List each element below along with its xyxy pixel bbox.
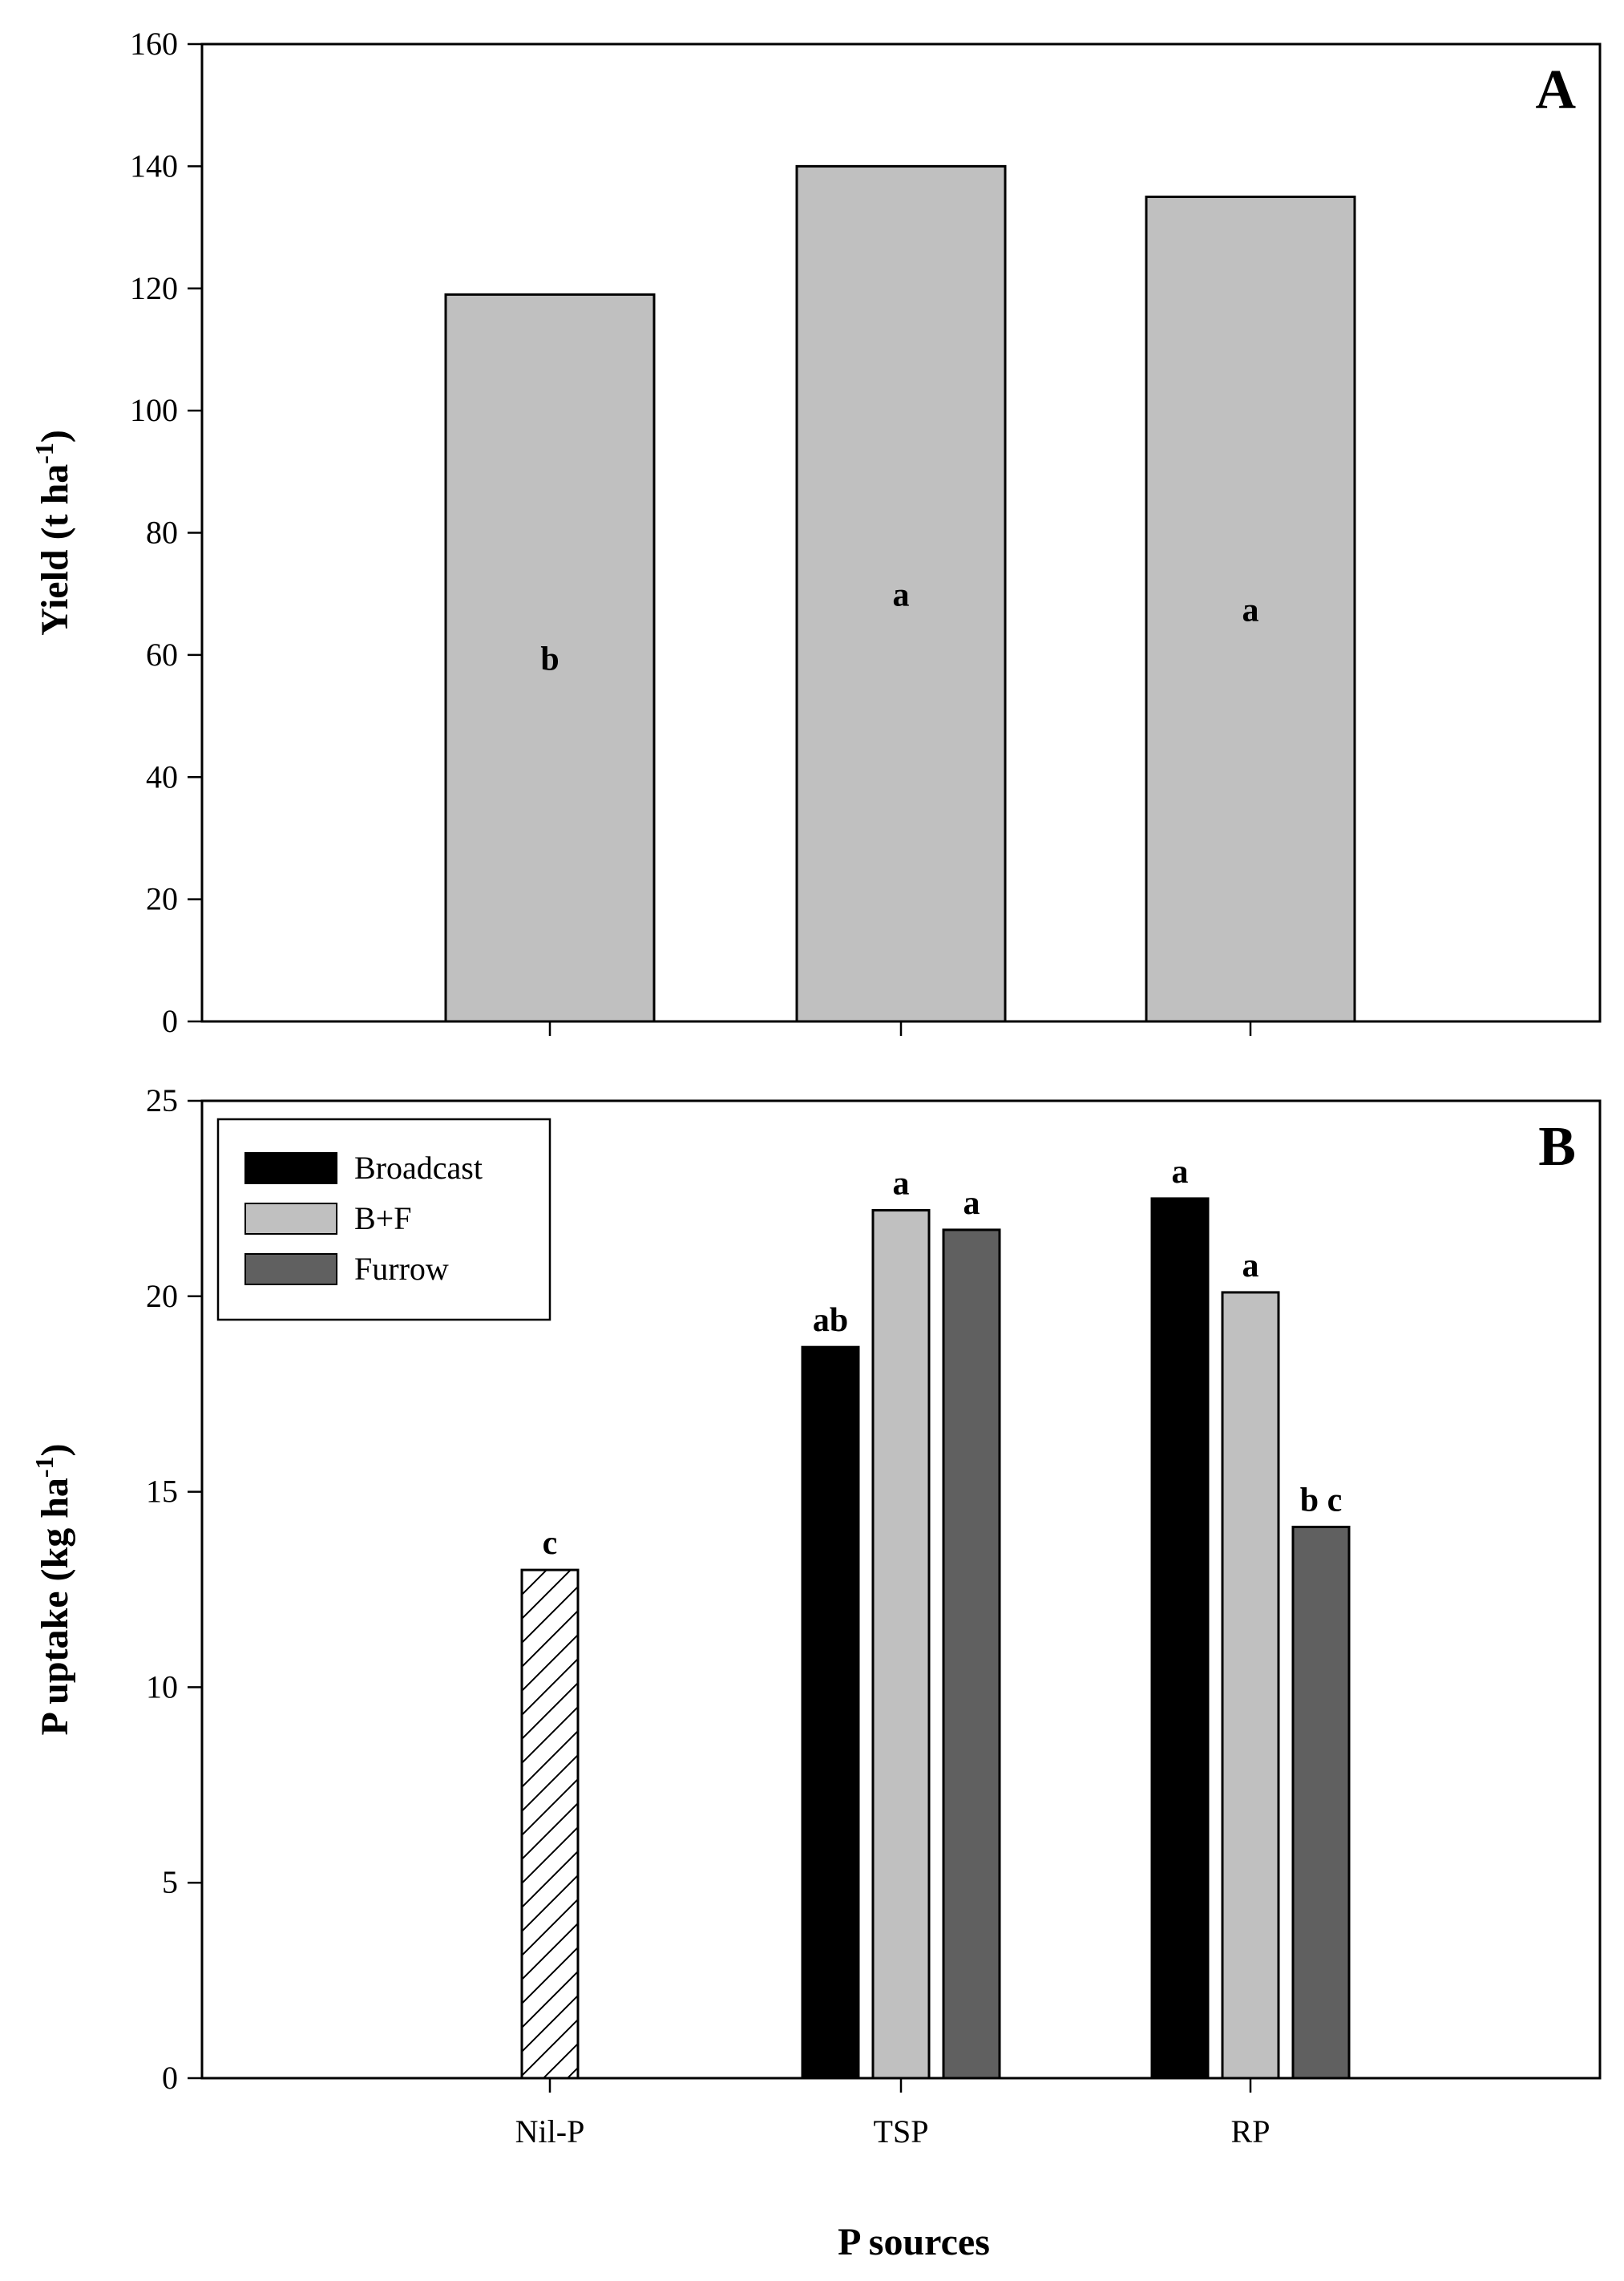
legend-swatch-broadcast [244, 1152, 337, 1184]
panel-b-ytick-label: 10 [146, 1668, 178, 1705]
panel-b-ytick-label: 20 [146, 1278, 178, 1314]
panel-a-panel-label: A [1535, 59, 1576, 121]
panel-a-ytick-label: 140 [130, 148, 178, 184]
uptake-letter-broadcast-rp: a [1172, 1154, 1189, 1191]
panel-a-ytick-label: 60 [146, 637, 178, 673]
yield-bar-nil-p [444, 293, 656, 1023]
x-axis-title: P sources [838, 2221, 990, 2263]
uptake-letter-b-f-tsp: a [893, 1166, 910, 1203]
panel-b-ytick-label: 0 [162, 2060, 178, 2096]
panel-b: 0 5 10 15 20 25 B P uptake (kg ha-1) Nil-P TSP RP c… [30, 1082, 1602, 2150]
yield-letter-rp: a [1242, 592, 1259, 629]
uptake-bar-broadcast-tsp [801, 1345, 860, 2080]
x-tick-label-tsp: TSP [874, 2113, 929, 2150]
panel-a-ytick-label: 100 [130, 392, 178, 428]
uptake-bar-furrow-tsp [942, 1228, 1001, 2080]
uptake-letter-furrow-rp: b c [1300, 1482, 1343, 1519]
panel-a: 0 20 40 60 80 100 120 140 160 A Yield (t ha-1) b a a [30, 26, 1602, 1039]
yield-letter-nil-p: b [540, 641, 559, 678]
legend-label-b-f: B+F [354, 1200, 411, 1236]
yield-letter-tsp: a [893, 577, 910, 614]
legend-label-furrow: Furrow [354, 1251, 449, 1287]
panel-a-ytick-label: 160 [130, 26, 178, 62]
legend-swatch-b-f [244, 1203, 337, 1235]
uptake-bar-b-f-rp [1221, 1291, 1280, 2080]
panel-a-ytick-label: 20 [146, 881, 178, 917]
uptake-bar-b-f-tsp [871, 1209, 931, 2080]
panel-a-ytick-label: 0 [162, 1003, 178, 1039]
legend-swatch-furrow [244, 1253, 337, 1285]
yield-bar-tsp [795, 164, 1007, 1023]
panel-b-y-axis-title: P uptake (kg ha-1) [30, 1443, 76, 1735]
uptake-letter-b-f-rp: a [1242, 1248, 1259, 1284]
panel-a-ytick-label: 40 [146, 758, 178, 795]
yield-bar-rp [1145, 195, 1356, 1023]
uptake-bar-broadcast-rp [1150, 1197, 1210, 2080]
x-tick-label-rp: RP [1231, 2113, 1271, 2150]
uptake-bar-furrow-rp [1291, 1525, 1351, 2080]
panel-a-ytick-label: 120 [130, 270, 178, 306]
uptake-letter-nil-p-nil-p: c [543, 1525, 558, 1562]
uptake-letter-furrow-tsp: a [963, 1185, 980, 1222]
legend: Broadcast B+F Furrow [216, 1118, 551, 1321]
uptake-bar-nil-p-nil-p [520, 1568, 580, 2080]
x-tick-label-nil-p: Nil-P [515, 2113, 585, 2150]
panel-b-ytick-label: 25 [146, 1082, 178, 1118]
panel-b-panel-label: B [1538, 1116, 1576, 1178]
panel-b-ytick-label: 5 [162, 1864, 178, 1900]
legend-label-broadcast: Broadcast [354, 1150, 483, 1186]
uptake-letter-broadcast-tsp: ab [813, 1302, 848, 1339]
panel-a-ytick-label: 80 [146, 515, 178, 551]
panel-b-ytick-label: 15 [146, 1474, 178, 1510]
panel-a-y-axis-title: Yield (t ha-1) [30, 430, 76, 636]
